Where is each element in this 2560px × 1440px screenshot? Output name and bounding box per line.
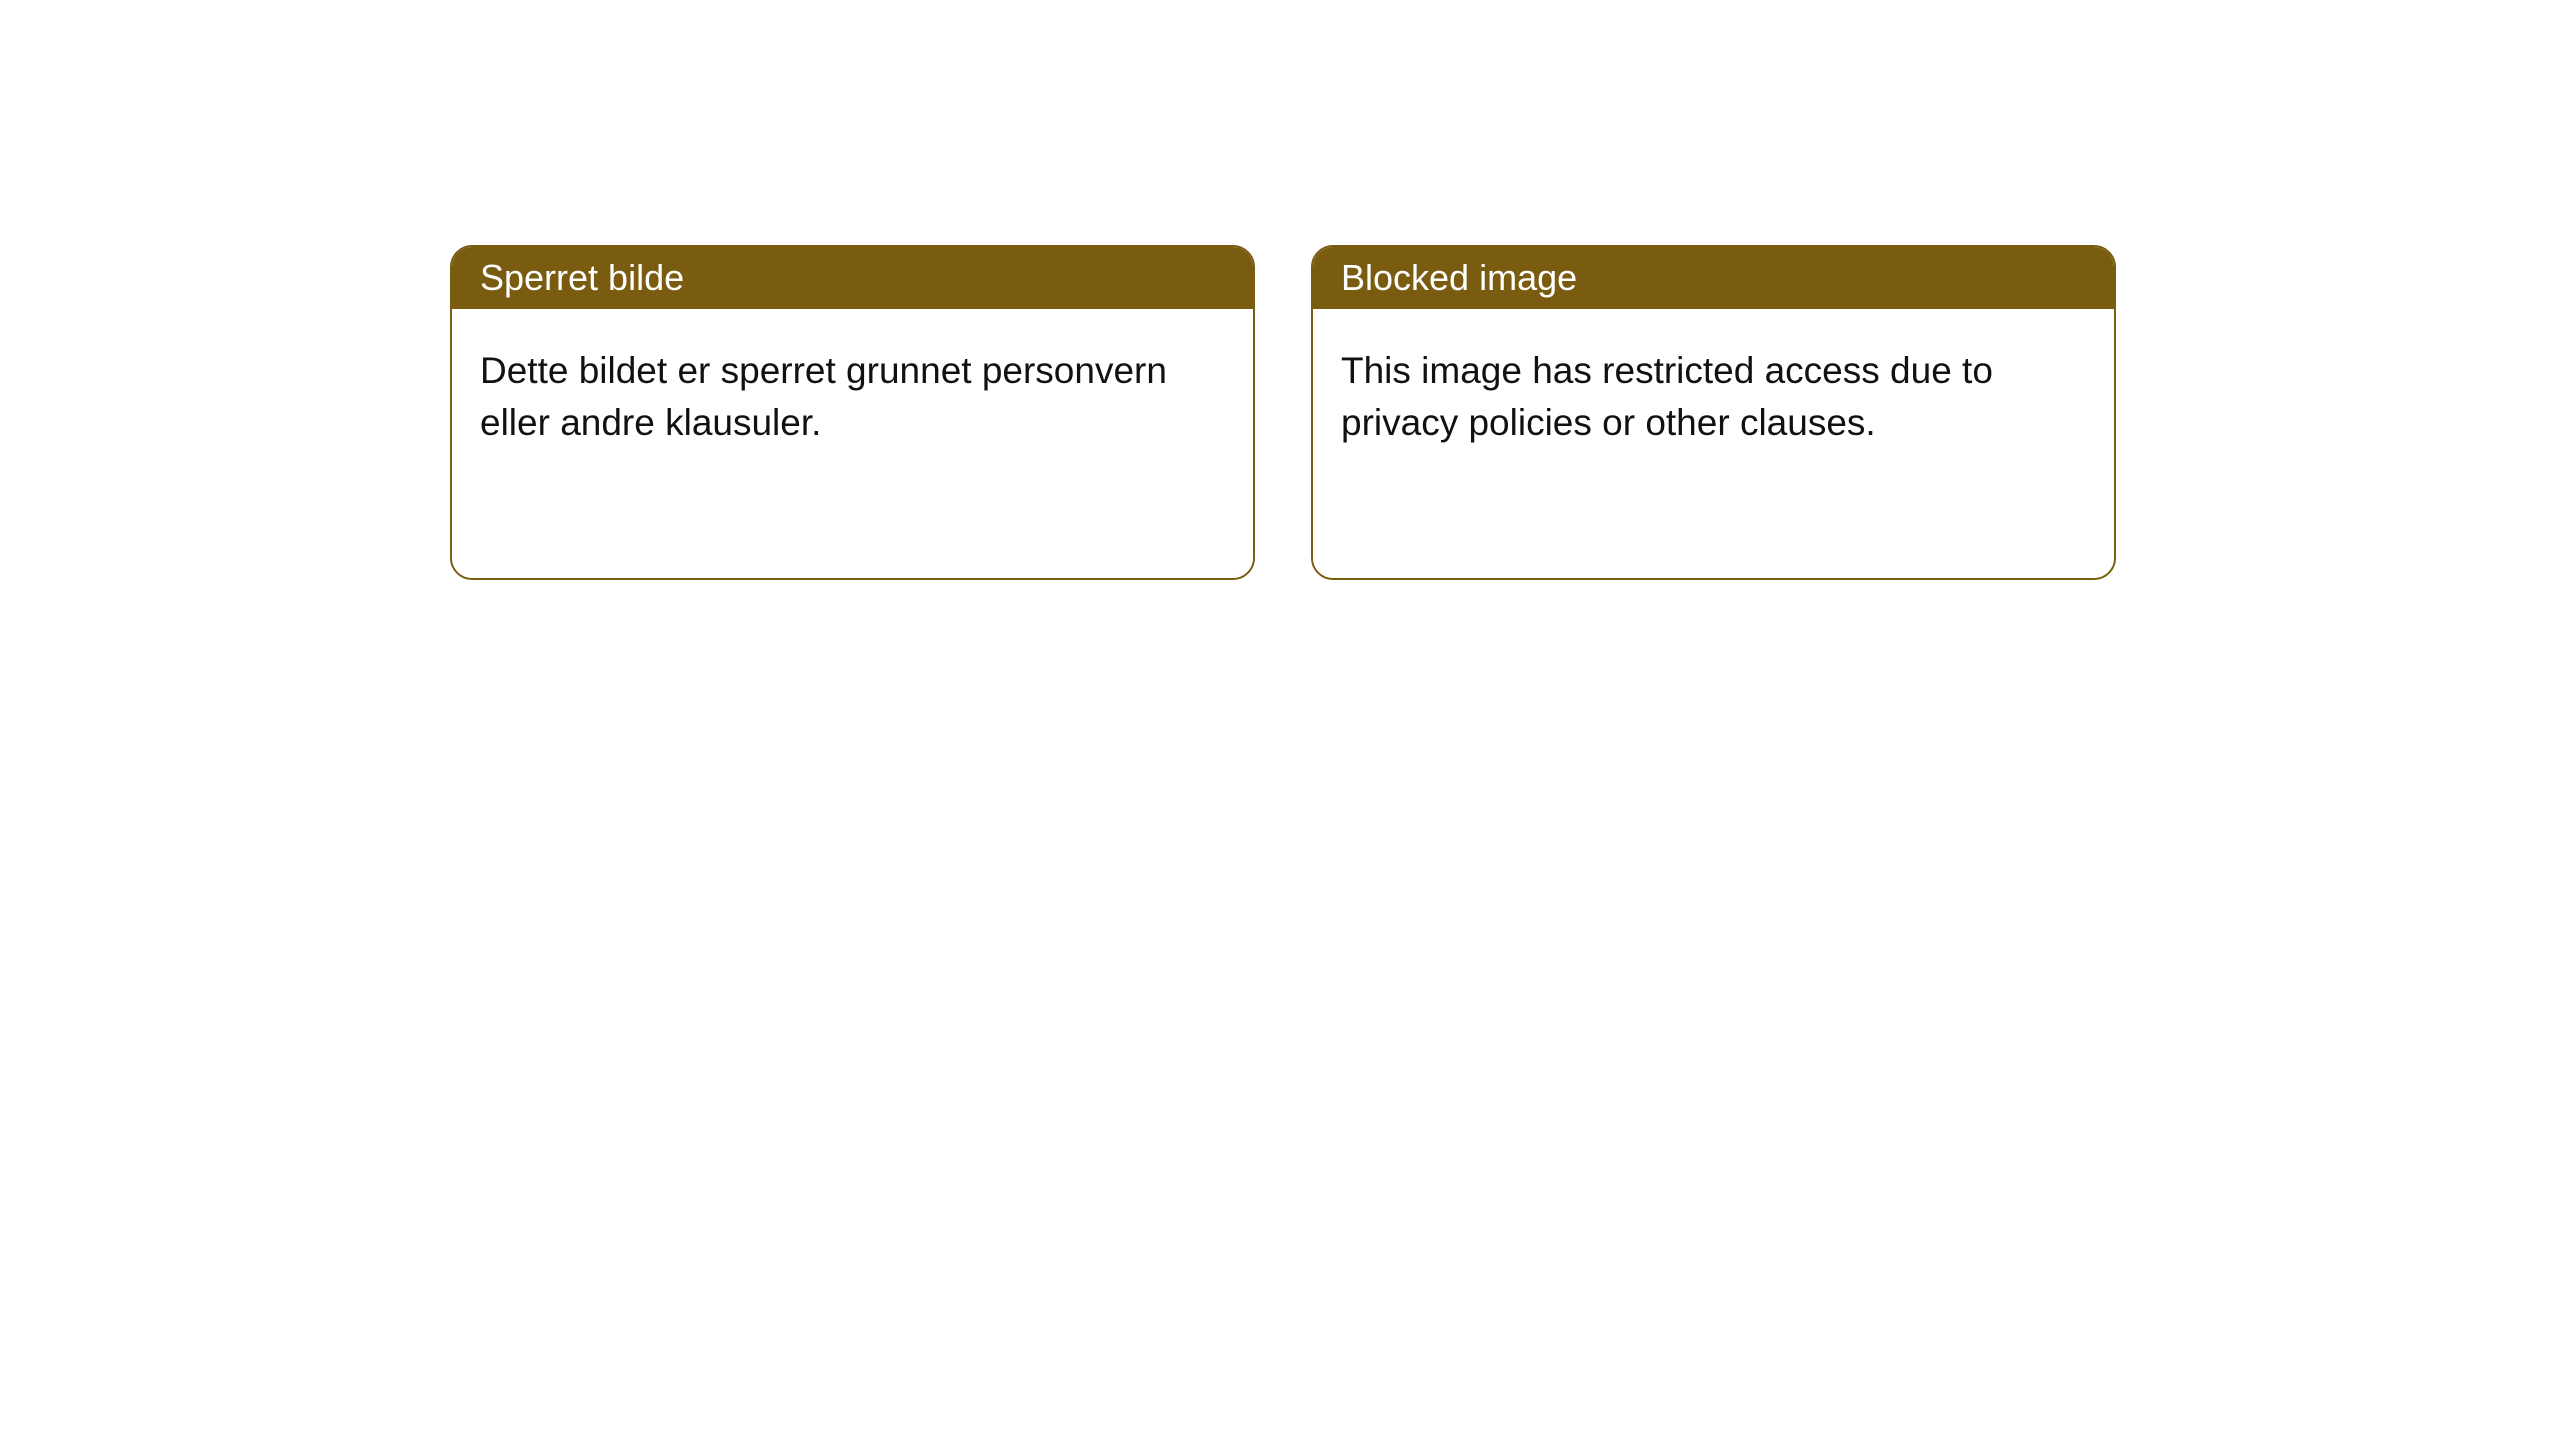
notice-text-no: Dette bildet er sperret grunnet personve… [480,350,1167,443]
notice-text-en: This image has restricted access due to … [1341,350,1993,443]
notice-container: Sperret bilde Dette bildet er sperret gr… [0,0,2560,580]
notice-header-no: Sperret bilde [452,247,1253,309]
notice-header-en: Blocked image [1313,247,2114,309]
notice-card-en: Blocked image This image has restricted … [1311,245,2116,580]
notice-card-no: Sperret bilde Dette bildet er sperret gr… [450,245,1255,580]
notice-title-no: Sperret bilde [480,257,684,298]
notice-body-en: This image has restricted access due to … [1313,309,2114,578]
notice-body-no: Dette bildet er sperret grunnet personve… [452,309,1253,578]
notice-title-en: Blocked image [1341,257,1577,298]
